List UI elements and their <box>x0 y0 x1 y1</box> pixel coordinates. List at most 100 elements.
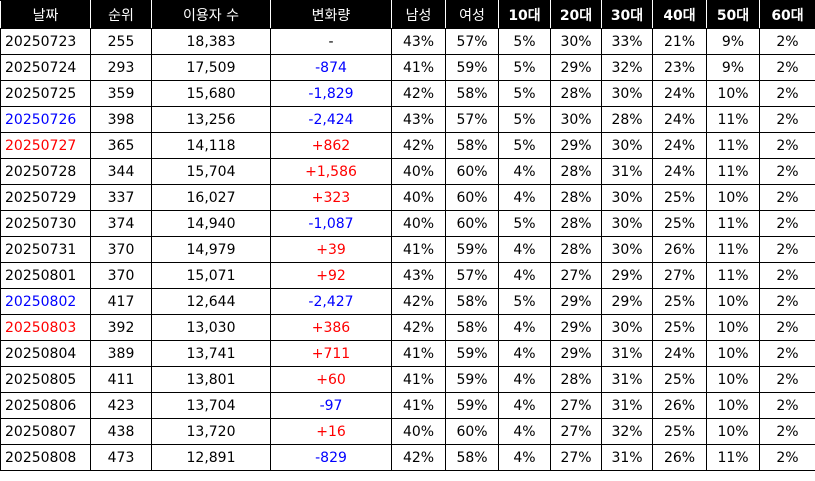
users-cell: 18,383 <box>151 28 271 55</box>
users-cell: 12,891 <box>151 444 271 471</box>
age-50s-cell: 10% <box>706 288 760 315</box>
age-60s-cell: 2% <box>759 392 815 419</box>
age-40s-cell: 25% <box>652 366 707 393</box>
users-cell: 14,979 <box>151 236 271 263</box>
date-cell: 20250805 <box>0 366 91 393</box>
date-cell: 20250730 <box>0 210 91 237</box>
age-40s-cell: 26% <box>652 236 707 263</box>
female-cell: 59% <box>445 54 499 81</box>
table-row: 20250728 344 15,704 +1,586 40% 60% 4% 28% 31% 24%… <box>0 158 815 185</box>
change-cell: +386 <box>270 314 392 341</box>
age-50s-cell: 11% <box>706 444 760 471</box>
date-cell: 20250729 <box>0 184 91 211</box>
age-20s-cell: 27% <box>550 262 602 289</box>
female-cell: 57% <box>445 106 499 133</box>
age-60s-cell: 2% <box>759 106 815 133</box>
header-female: 여성 <box>445 0 499 29</box>
female-cell: 59% <box>445 236 499 263</box>
male-cell: 42% <box>391 314 446 341</box>
female-cell: 58% <box>445 444 499 471</box>
age-30s-cell: 31% <box>601 444 653 471</box>
table-body: 20250723 255 18,383-43% 57% 5% 30% 33% 21% 9% 2% … <box>0 28 815 471</box>
age-10s-cell: 5% <box>498 54 551 81</box>
age-40s-cell: 25% <box>652 210 707 237</box>
age-10s-cell: 5% <box>498 80 551 107</box>
age-20s-cell: 27% <box>550 418 602 445</box>
users-cell: 13,801 <box>151 366 271 393</box>
age-50s-cell: 11% <box>706 158 760 185</box>
header-age-40s: 40대 <box>652 0 707 29</box>
change-cell: +323 <box>270 184 392 211</box>
header-users: 이용자 수 <box>151 0 271 29</box>
age-30s-cell: 31% <box>601 392 653 419</box>
age-20s-cell: 29% <box>550 54 602 81</box>
male-cell: 41% <box>391 392 446 419</box>
age-10s-cell: 4% <box>498 236 551 263</box>
age-40s-cell: 24% <box>652 106 707 133</box>
age-30s-cell: 31% <box>601 158 653 185</box>
header-age-30s: 30대 <box>601 0 653 29</box>
users-cell: 16,027 <box>151 184 271 211</box>
age-30s-cell: 30% <box>601 132 653 159</box>
rank-cell: 370 <box>90 262 152 289</box>
age-10s-cell: 4% <box>498 314 551 341</box>
age-20s-cell: 28% <box>550 158 602 185</box>
age-60s-cell: 2% <box>759 262 815 289</box>
age-10s-cell: 4% <box>498 418 551 445</box>
users-cell: 13,704 <box>151 392 271 419</box>
date-cell: 20250804 <box>0 340 91 367</box>
table-row: 20250808 473 12,891 -829 42% 58% 4% 27% 31% 26% 11… <box>0 444 815 471</box>
date-cell: 20250803 <box>0 314 91 341</box>
change-cell: +711 <box>270 340 392 367</box>
change-cell: +39 <box>270 236 392 263</box>
age-30s-cell: 30% <box>601 236 653 263</box>
rank-cell: 389 <box>90 340 152 367</box>
age-60s-cell: 2% <box>759 340 815 367</box>
rank-cell: 337 <box>90 184 152 211</box>
age-10s-cell: 4% <box>498 366 551 393</box>
users-cell: 12,644 <box>151 288 271 315</box>
male-cell: 40% <box>391 418 446 445</box>
male-cell: 42% <box>391 80 446 107</box>
age-60s-cell: 2% <box>759 444 815 471</box>
female-cell: 60% <box>445 210 499 237</box>
rank-cell: 365 <box>90 132 152 159</box>
age-20s-cell: 27% <box>550 392 602 419</box>
age-20s-cell: 28% <box>550 184 602 211</box>
header-male: 남성 <box>391 0 446 29</box>
rank-cell: 473 <box>90 444 152 471</box>
age-50s-cell: 11% <box>706 132 760 159</box>
users-cell: 17,509 <box>151 54 271 81</box>
age-60s-cell: 2% <box>759 132 815 159</box>
age-50s-cell: 11% <box>706 236 760 263</box>
age-60s-cell: 2% <box>759 158 815 185</box>
age-60s-cell: 2% <box>759 184 815 211</box>
male-cell: 41% <box>391 366 446 393</box>
rank-cell: 359 <box>90 80 152 107</box>
rank-cell: 374 <box>90 210 152 237</box>
age-20s-cell: 28% <box>550 210 602 237</box>
age-60s-cell: 2% <box>759 314 815 341</box>
female-cell: 60% <box>445 418 499 445</box>
users-cell: 14,940 <box>151 210 271 237</box>
age-30s-cell: 30% <box>601 80 653 107</box>
age-40s-cell: 27% <box>652 262 707 289</box>
table-row: 20250804 389 13,741 +711 41% 59% 4% 29% 31% 24% 10… <box>0 340 815 367</box>
header-date: 날짜 <box>0 0 91 29</box>
header-rank: 순위 <box>90 0 152 29</box>
age-40s-cell: 25% <box>652 418 707 445</box>
male-cell: 41% <box>391 236 446 263</box>
table-row: 20250723 255 18,383-43% 57% 5% 30% 33% 21% 9% 2% <box>0 28 815 55</box>
change-cell: -97 <box>270 392 392 419</box>
table-row: 20250725 359 15,680 -1,829 42% 58% 5% 28% 30% 24%… <box>0 80 815 107</box>
table-row: 20250727 365 14,118 +862 42% 58% 5% 29% 30% 24% 11… <box>0 132 815 159</box>
date-cell: 20250723 <box>0 28 91 55</box>
change-cell: -874 <box>270 54 392 81</box>
female-cell: 60% <box>445 184 499 211</box>
age-30s-cell: 33% <box>601 28 653 55</box>
age-10s-cell: 5% <box>498 210 551 237</box>
change-cell: -2,427 <box>270 288 392 315</box>
age-10s-cell: 4% <box>498 340 551 367</box>
date-cell: 20250731 <box>0 236 91 263</box>
age-20s-cell: 28% <box>550 366 602 393</box>
